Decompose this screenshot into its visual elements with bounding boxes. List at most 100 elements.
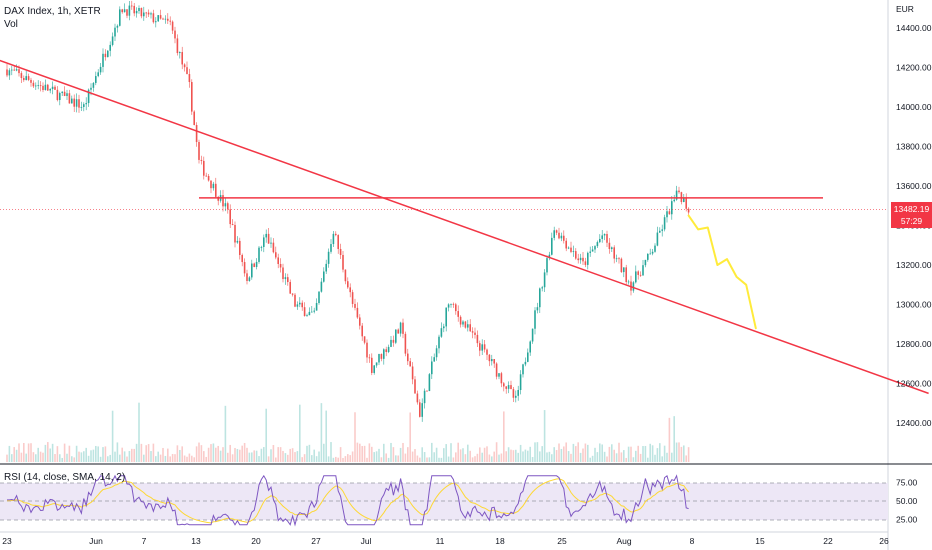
time-tick-label: 22: [823, 536, 833, 546]
candle-body: [210, 180, 212, 189]
volume-bar: [563, 446, 565, 462]
candle-body: [296, 304, 299, 307]
candle-body: [284, 277, 287, 280]
volume-bar: [680, 446, 683, 462]
time-tick-label: Aug: [616, 536, 631, 546]
descending-trendline[interactable]: [0, 59, 929, 395]
rsi-legend[interactable]: RSI (14, close, SMA, 14, 2): [4, 472, 126, 483]
volume-bar: [570, 453, 572, 462]
volume-bar: [548, 451, 551, 462]
candle-body: [486, 349, 488, 355]
volume-bar: [342, 457, 344, 462]
volume-bar: [519, 444, 522, 462]
candle-body: [563, 235, 565, 241]
volume-bar: [560, 448, 563, 462]
candle-body: [431, 361, 433, 375]
volume-bar: [426, 457, 428, 462]
candle-body: [95, 76, 97, 83]
candle-body: [601, 235, 603, 239]
volume-bar: [239, 449, 241, 462]
candle-body: [251, 263, 253, 278]
volume-bar: [637, 445, 639, 462]
volume-bar: [450, 443, 452, 462]
candle-body: [133, 5, 135, 14]
candle-body: [49, 89, 51, 91]
candle-body: [114, 27, 116, 37]
candle-body: [555, 230, 558, 233]
volume-bar: [272, 445, 275, 462]
volume-bar: [318, 451, 320, 462]
candle-body: [327, 251, 330, 264]
candle-body: [587, 252, 589, 265]
volume-bar: [536, 442, 539, 462]
candle-body: [373, 365, 375, 373]
candle-body: [395, 329, 397, 343]
bar-countdown: 57:29: [900, 216, 923, 226]
volume-bar: [66, 453, 68, 462]
volume-bar: [258, 456, 260, 462]
candle-body: [575, 251, 577, 259]
volume-bar: [95, 445, 97, 462]
volume-legend[interactable]: Vol: [4, 19, 18, 30]
volume-bar: [500, 453, 503, 462]
candle-body: [687, 208, 690, 213]
candle-body: [438, 336, 440, 349]
candle-body: [380, 354, 383, 359]
volume-bar: [78, 451, 80, 462]
volume-bar: [131, 448, 133, 462]
candle-body: [279, 264, 282, 268]
volume-bar: [222, 447, 224, 462]
volume-bar: [246, 447, 248, 462]
volume-bar: [399, 447, 402, 462]
volume-bar: [251, 452, 253, 462]
time-axis[interactable]: 23 Jun 7 13 20 27 Jul 11 18 25 Aug 8 15 22 26: [2, 536, 889, 546]
candle-body: [260, 246, 263, 248]
candle-body: [258, 247, 260, 262]
candle-body: [179, 52, 181, 54]
candle-body: [685, 198, 687, 209]
time-tick-label: 20: [251, 536, 261, 546]
symbol-title[interactable]: DAX Index, 1h, XETR: [4, 6, 101, 17]
time-tick-label: 11: [436, 536, 445, 546]
forecast-path[interactable]: [687, 214, 757, 330]
candle-body: [217, 196, 219, 201]
volume-bar: [80, 452, 83, 462]
candle-body: [157, 15, 159, 22]
volume-bar: [668, 417, 671, 462]
candle-body: [548, 254, 551, 259]
candle-body: [294, 294, 296, 307]
volume-bar: [174, 454, 176, 462]
volume-bar: [191, 455, 193, 462]
volume-bar: [83, 451, 85, 462]
volume-bar: [210, 444, 212, 462]
volume-bar: [123, 451, 126, 462]
candle-body: [330, 244, 332, 252]
candle-body: [572, 251, 575, 252]
candle-body: [147, 12, 150, 15]
candle-body: [171, 21, 174, 31]
candle-body: [162, 18, 164, 20]
volume-bar: [289, 448, 291, 462]
candle-body: [457, 311, 459, 317]
volume-bar: [188, 453, 191, 462]
candle-body: [267, 233, 270, 244]
candle-body: [176, 38, 179, 54]
volume-bar: [277, 447, 279, 462]
volume-bar: [356, 442, 359, 462]
candle-body: [186, 67, 188, 75]
candle-body: [23, 78, 25, 81]
volume-bar: [419, 457, 421, 462]
candle-body: [236, 240, 239, 243]
volume-bar: [495, 442, 498, 462]
volume-bar: [207, 447, 210, 462]
volume-bar: [157, 451, 159, 462]
volume-bar: [116, 442, 119, 462]
candle-body: [200, 159, 203, 161]
candle-body: [632, 282, 635, 291]
volume-bar: [241, 445, 243, 462]
candle-body: [383, 349, 385, 359]
candle-body: [20, 73, 23, 79]
candle-body: [423, 390, 426, 404]
candle-body: [167, 18, 169, 21]
